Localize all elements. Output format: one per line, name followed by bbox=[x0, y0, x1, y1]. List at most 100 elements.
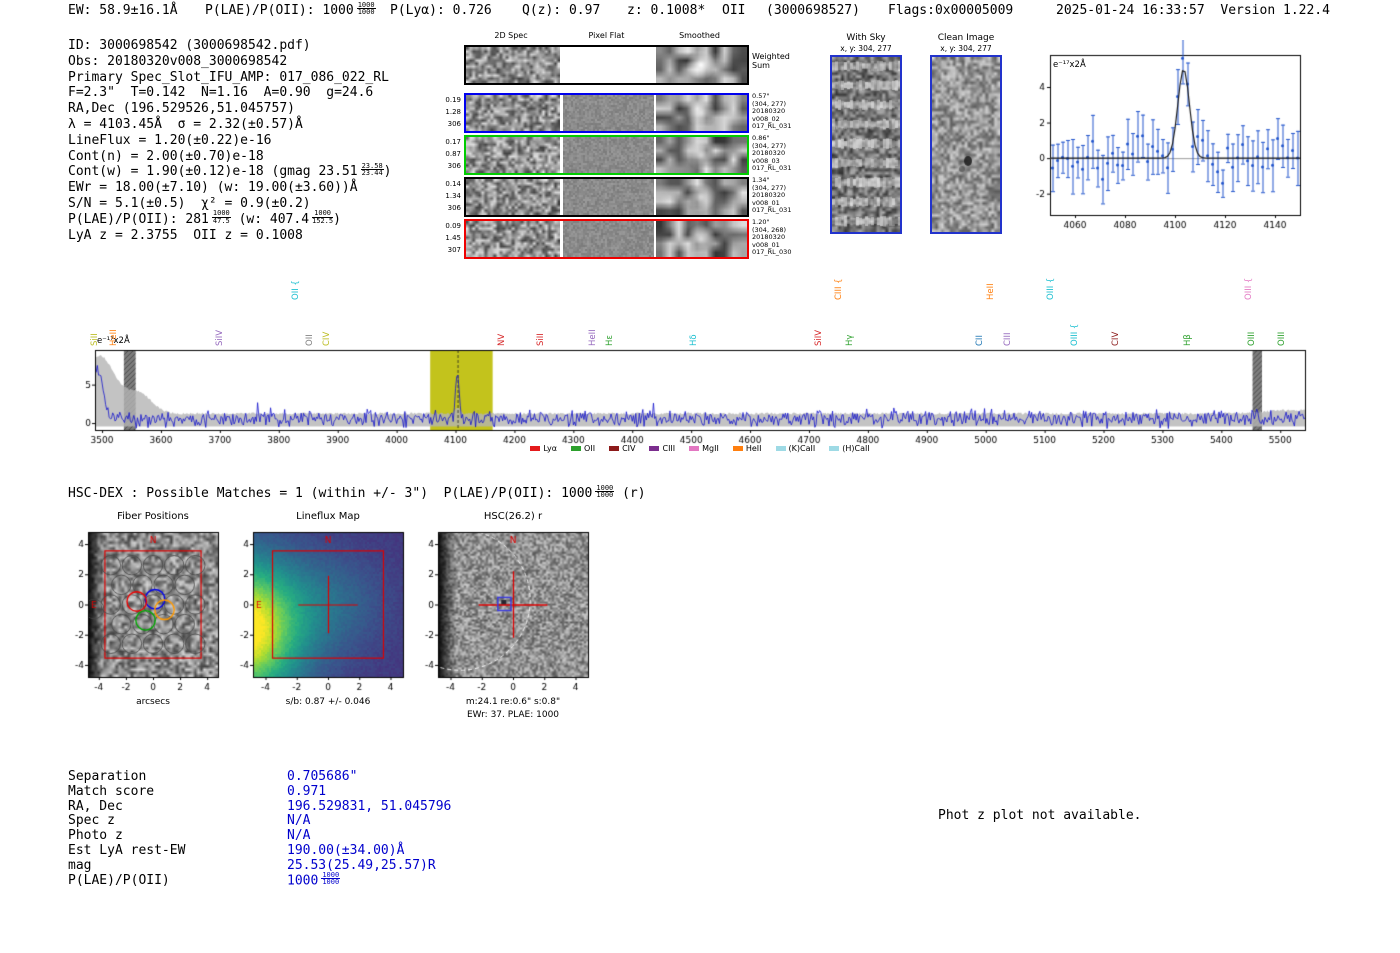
header-plae-fraction: 1000 1000 bbox=[356, 0, 376, 16]
info-wavelength: λ = 4103.45Å σ = 2.32(±0.57)Å bbox=[68, 116, 303, 132]
match-row-value: 0.971 bbox=[287, 783, 327, 799]
hsc-r-cutout bbox=[416, 524, 601, 696]
spectral-line-label: OIII { bbox=[1243, 277, 1254, 300]
legend-item: (H)CaII bbox=[829, 444, 870, 453]
legend-swatch bbox=[571, 446, 582, 451]
column-header-pixel-flat: Pixel Flat bbox=[588, 31, 625, 40]
with-sky-frame bbox=[830, 55, 902, 234]
fiber-positions-title: Fiber Positions bbox=[117, 511, 189, 522]
plae-fraction-1: 1000 47.5 bbox=[211, 209, 231, 225]
emission-line-zoom-plot bbox=[1015, 40, 1315, 235]
spectral-line-label: OIII { bbox=[1046, 277, 1057, 300]
smoothed-image bbox=[656, 95, 747, 131]
hsc-dex-header: HSC-DEX : Possible Matches = 1 (within +… bbox=[68, 483, 646, 501]
match-row-label: Match score bbox=[68, 783, 155, 799]
header-timestamp: 2025-01-24 16:33:57 bbox=[1056, 3, 1205, 18]
legend-swatch bbox=[689, 446, 700, 451]
hsc-cutout-title: HSC(26.2) r bbox=[483, 511, 543, 522]
match-row-label: RA, Dec bbox=[68, 798, 123, 814]
column-header-2d-spec: 2D Spec bbox=[494, 31, 528, 40]
match-row-label: P(LAE)/P(OII) bbox=[68, 872, 170, 888]
info-redshifts: LyA z = 2.3755 OII z = 0.1008 bbox=[68, 227, 303, 243]
match-row-value: N/A bbox=[287, 813, 311, 829]
clean-image bbox=[932, 57, 1000, 232]
header-ew: EW: 58.9±16.1Å bbox=[68, 3, 178, 18]
header-flags: Flags:0x00005009 bbox=[888, 3, 1014, 18]
legend-label: CIV bbox=[622, 444, 636, 453]
info-seeing: F=2.3" T=0.142 N=1.16 A=0.90 g=24.6 bbox=[68, 85, 374, 101]
header-timestamp-version: 2025-01-24 16:33:57 Version 1.22.4 bbox=[1056, 3, 1330, 18]
gmag-fraction: 23.58 23.44 bbox=[360, 161, 384, 178]
with-sky-image bbox=[832, 57, 900, 232]
legend-item: HeII bbox=[732, 444, 762, 453]
lineflux-caption: s/b: 0.87 +/- 0.046 bbox=[285, 697, 371, 707]
info-lineflux: LineFlux = 1.20(±0.22)e-16 bbox=[68, 132, 272, 148]
hsc-plae-fraction: 1000 1000 bbox=[595, 483, 615, 499]
header-redshift: z: 0.1008* bbox=[627, 3, 706, 18]
spectral-line-label: HeII bbox=[986, 283, 997, 300]
smoothed-image bbox=[656, 47, 747, 83]
photz-note: Phot z plot not available. bbox=[938, 808, 1142, 823]
hsc-caption-ewr: EWr: 37. PLAE: 1000 bbox=[466, 710, 560, 720]
spectrum-units-annotation: e⁻¹⁷x2Å bbox=[97, 336, 130, 346]
info-cont-w: Cont(w) = 1.90(±0.12)e-18 (gmag 23.51 23.… bbox=[68, 161, 392, 180]
header-qz: Q(z): 0.97 bbox=[522, 3, 601, 18]
detection-info-block: ID: 3000698542 (3000698542.pdf) Obs: 201… bbox=[68, 38, 392, 243]
match-row-label: Photo z bbox=[68, 828, 123, 844]
legend-swatch bbox=[609, 446, 620, 451]
match-row-value: 1000 1000 1000 bbox=[287, 870, 341, 889]
fiber-xaxis-label: arcsecs bbox=[136, 697, 170, 707]
pixel-flat-image bbox=[563, 179, 654, 215]
legend-item: OII bbox=[571, 444, 595, 453]
spectral-line-label: OIII { bbox=[1070, 323, 1080, 346]
catalog-match-table: Separation 0.705686" Match score 0.971 RA, D… bbox=[68, 769, 451, 889]
2d-row-annotation: 0.86" (304, 277) 20180320 v008_03 017_RL_031 bbox=[752, 134, 792, 173]
match-row-label: Separation bbox=[68, 769, 147, 784]
legend-item: (K)CaII bbox=[775, 444, 815, 453]
legend-label: CIII bbox=[662, 444, 676, 453]
info-radec: RA,Dec (196.529526,51.045757) bbox=[68, 101, 295, 117]
2d-spec-row-1 bbox=[464, 93, 749, 133]
info-primary-amp: Primary Spec_Slot_IFU_AMP: 017_086_022_R… bbox=[68, 69, 389, 85]
spectral-line-label: OIII bbox=[1247, 331, 1258, 346]
lineflux-map-title: Lineflux Map bbox=[296, 511, 360, 522]
with-sky-panel: With Sky x, y: 304, 277 bbox=[830, 33, 902, 234]
legend-item: MgII bbox=[689, 444, 719, 453]
match-row-value: 0.705686" bbox=[287, 769, 358, 784]
weighted-sum-label: Weighted Sum bbox=[752, 52, 790, 70]
2d-row-annotation: 1.20" (304, 268) 20180320 v008_01 017_RL_030 bbox=[752, 218, 792, 257]
2d-spec-block: 2D Spec Pixel Flat Smoothed Weighted Sum… bbox=[430, 0, 830, 272]
clean-image-frame bbox=[930, 55, 1002, 234]
smoothed-image bbox=[656, 179, 747, 215]
2d-row-axis-values: 0.14 1.34 306 bbox=[445, 180, 461, 212]
info-sn-chi2: S/N = 5.1(±0.5) χ² = 0.9(±0.2) bbox=[68, 195, 311, 211]
legend-label: OII bbox=[584, 444, 596, 453]
info-id: ID: 3000698542 (3000698542.pdf) bbox=[68, 38, 311, 53]
2d-spec-row-3 bbox=[464, 177, 749, 217]
2d-spec-image bbox=[466, 137, 560, 173]
smoothed-image bbox=[656, 221, 747, 257]
match-row-value: N/A bbox=[287, 828, 311, 844]
legend-swatch bbox=[775, 446, 786, 451]
match-plae-fraction: 1000 1000 bbox=[321, 870, 341, 887]
header-version: Version 1.22.4 bbox=[1220, 3, 1330, 18]
fiber-positions-cutout bbox=[66, 524, 251, 696]
legend-swatch bbox=[649, 446, 660, 451]
header-p-lya: P(Lyα): 0.726 bbox=[390, 3, 492, 18]
legend-label: Lyα bbox=[543, 444, 558, 453]
spectral-line-label: CIV bbox=[321, 331, 332, 346]
header-plae-text: P(LAE)/P(OII): 1000 bbox=[205, 3, 354, 18]
info-cont-n: Cont(n) = 2.00(±0.70)e-18 bbox=[68, 148, 264, 164]
2d-row-axis-values: 0.19 1.28 306 bbox=[445, 96, 461, 128]
pixel-flat-image bbox=[563, 137, 654, 173]
legend-label: (H)CaII bbox=[842, 444, 870, 453]
info-plae-poii: P(LAE)/P(OII): 281 1000 47.5 (w: 407.4 1000… bbox=[68, 209, 341, 227]
2d-spec-row-4 bbox=[464, 219, 749, 259]
full-spectrum-plot bbox=[75, 345, 1320, 450]
clean-image-panel: Clean Image x, y: 304, 277 bbox=[930, 33, 1002, 234]
legend-label: MgII bbox=[702, 444, 719, 453]
clean-image-title: Clean Image bbox=[937, 33, 995, 43]
legend-swatch bbox=[732, 446, 743, 451]
legend-swatch bbox=[829, 446, 840, 451]
